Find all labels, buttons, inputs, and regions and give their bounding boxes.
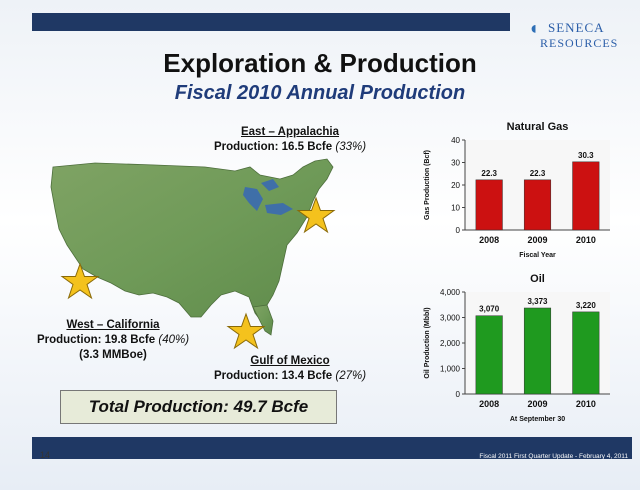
gas-data-label: 30.3: [578, 151, 594, 160]
gas-ytick-label: 10: [451, 204, 460, 213]
gas-xtick-label: 2008: [479, 235, 499, 245]
gas-bar: [572, 161, 600, 231]
great-lakes: [243, 179, 293, 215]
west-pct: (40%): [158, 334, 190, 346]
oil-chart: Oil 0 1,000 2,000 3,000 4,000 3,070 2008 3,373 20…: [424, 273, 610, 423]
east-pct: (33%): [335, 141, 367, 153]
gulf-heading: Gulf of Mexico: [250, 355, 330, 367]
oil-ytick-label: 4,000: [440, 288, 461, 297]
oil-xlabel: At September 30: [510, 416, 565, 423]
gas-bar: [475, 179, 503, 231]
gas-ytick-label: 30: [451, 159, 460, 168]
oil-data-label: 3,220: [576, 301, 597, 310]
gas-ytick-label: 40: [451, 136, 460, 145]
gas-ytick-label: 20: [451, 181, 460, 190]
west-star-icon: [60, 262, 100, 300]
east-star-icon: [296, 196, 336, 234]
oil-xtick-label: 2008: [479, 399, 499, 409]
gas-xtick-label: 2009: [527, 235, 547, 245]
east-heading: East – Appalachia: [240, 126, 339, 138]
company-logo: ◖ SENECA RESOURCES: [518, 16, 618, 52]
oil-ytick-label: 0: [456, 390, 461, 399]
us-map: [50, 158, 334, 336]
gulf-production: Production: 13.4 Bcfe: [213, 370, 333, 382]
footer-text: Fiscal 2011 First Quarter Update - Febru…: [479, 453, 628, 460]
top-banner: [32, 13, 510, 31]
west-production: Production: 19.8 Bcfe: [36, 334, 156, 346]
gas-data-label: 22.3: [481, 169, 497, 178]
gulf-star-icon: [226, 312, 266, 350]
natural-gas-chart: Natural Gas 0 10 20 30 40 22.3 2008 22.3 2009 30.3…: [424, 121, 610, 259]
oil-title: Oil: [530, 273, 545, 285]
oil-bar: [475, 315, 503, 395]
oil-bar: [572, 311, 600, 395]
gas-data-label: 22.3: [530, 169, 546, 178]
oil-bar: [523, 307, 552, 395]
gas-xtick-label: 2010: [576, 235, 596, 245]
gas-xlabel: Fiscal Year: [519, 252, 556, 259]
page-number: 14: [40, 450, 51, 460]
oil-xtick-label: 2009: [527, 399, 547, 409]
west-label: West – California Production: 19.8 Bcfe …: [28, 318, 198, 363]
oil-xtick-label: 2010: [576, 399, 596, 409]
oil-data-label: 3,373: [527, 297, 548, 306]
gas-bar: [523, 179, 552, 231]
west-heading: West – California: [66, 319, 160, 331]
gas-title: Natural Gas: [507, 121, 569, 133]
oil-ytick-label: 3,000: [440, 314, 461, 323]
oil-ytick-label: 2,000: [440, 339, 461, 348]
east-production: Production: 16.5 Bcfe: [213, 141, 333, 153]
west-extra: (3.3 MMBoe): [79, 349, 147, 361]
footer-banner: [32, 437, 632, 459]
logo-line2: RESOURCES: [540, 36, 619, 50]
florida: [252, 304, 274, 336]
slide-title: Exploration & Production: [163, 48, 477, 78]
oil-ylabel: Oil Production (Mbbl): [424, 307, 431, 378]
oil-data-label: 3,070: [479, 305, 500, 314]
logo-line1: SENECA: [548, 20, 605, 35]
east-label: East – Appalachia Production: 16.5 Bcfe …: [190, 125, 390, 155]
slide-subtitle: Fiscal 2010 Annual Production: [174, 82, 466, 104]
gas-ylabel: Gas Production (Bcf): [424, 150, 431, 220]
flame-icon: ◖: [528, 18, 539, 38]
oil-ytick-label: 1,000: [440, 365, 461, 374]
gas-ytick-label: 0: [456, 226, 461, 235]
gulf-pct: (27%): [335, 370, 367, 382]
total-production-box: Total Production: 49.7 Bcfe: [60, 390, 337, 424]
gulf-label: Gulf of Mexico Production: 13.4 Bcfe (27…: [205, 354, 375, 384]
